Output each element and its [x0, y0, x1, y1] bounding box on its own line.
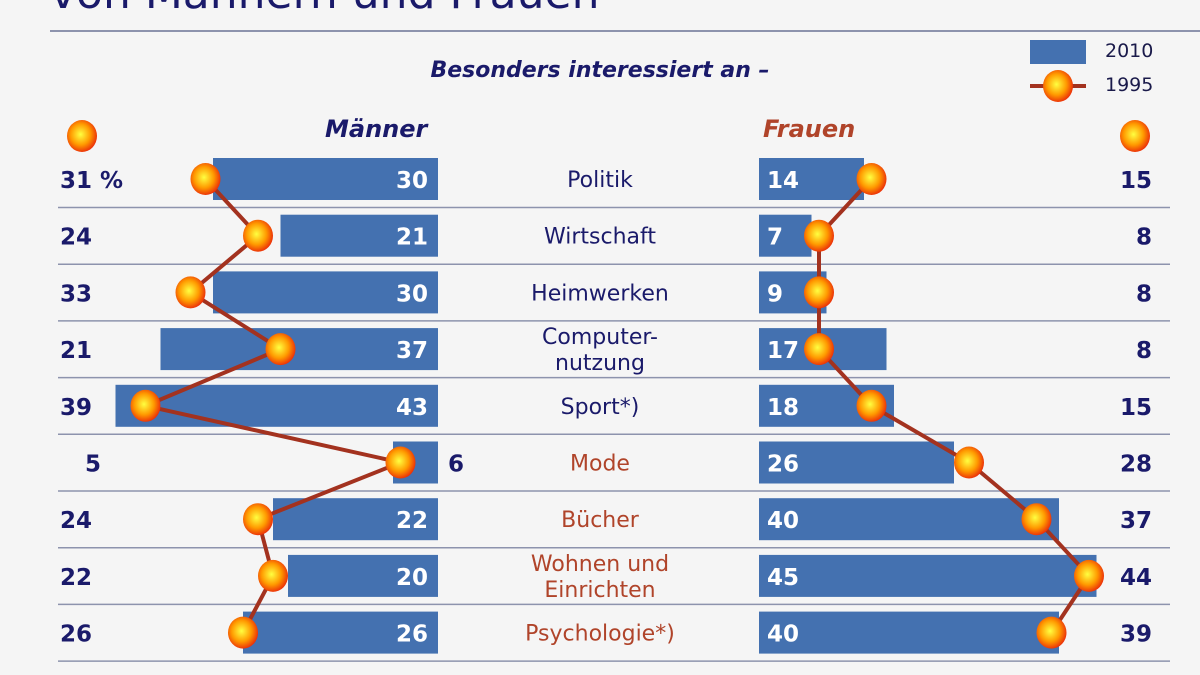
men-value-2010: 22	[396, 508, 428, 534]
category-label: Wirtschaft	[544, 225, 656, 250]
legend-label-2010: 2010	[1105, 40, 1154, 62]
men-1995-marker	[385, 446, 416, 479]
men-value-2010: 30	[396, 281, 428, 307]
women-1995-marker	[954, 446, 984, 479]
women-value-1995: 15	[1120, 395, 1152, 421]
men-value-1995: 5	[85, 452, 101, 478]
women-bar-2010	[759, 554, 1097, 597]
men-value-1995: 39	[60, 395, 92, 421]
chart-title: von Männern und Frauen	[50, 0, 599, 19]
category-label: Computer-nutzung	[542, 325, 658, 376]
women-value-1995: 8	[1136, 225, 1152, 251]
category-label: Mode	[570, 452, 630, 477]
men-bar-2010	[115, 384, 438, 427]
men-1995-marker	[258, 559, 288, 592]
men-value-2010: 26	[396, 622, 428, 648]
women-bar-2010	[759, 611, 1059, 654]
women-value-1995: 39	[1120, 622, 1152, 648]
men-value-2010: 30	[396, 168, 428, 194]
women-value-1995: 15	[1120, 168, 1152, 194]
men-1995-marker	[190, 163, 221, 195]
men-bar-2010	[243, 611, 438, 654]
women-value-2010: 45	[767, 565, 799, 591]
category-label: Psychologie*)	[525, 622, 675, 647]
legend-bar-swatch	[1030, 40, 1086, 64]
men-value-1995: 21	[60, 338, 92, 364]
men-value-1995: 33	[60, 281, 92, 307]
men-bar-2010	[213, 158, 438, 200]
women-bar-2010	[759, 498, 1059, 541]
women-value-1995: 28	[1120, 452, 1152, 478]
men-value-2010: 21	[396, 225, 428, 251]
women-1995-marker	[856, 163, 887, 195]
women-1995-marker	[804, 219, 834, 252]
category-label: Wohnen und Einrichten	[531, 552, 669, 603]
category-label: Bücher	[561, 508, 640, 533]
men-value-1995: 24	[60, 225, 92, 251]
men-1995-marker	[243, 219, 273, 252]
women-value-2010: 26	[767, 452, 799, 478]
women-1995-marker	[804, 276, 834, 309]
men-value-2010: 43	[396, 395, 428, 421]
women-1995-marker	[1074, 559, 1104, 592]
men-1995-marker	[130, 389, 161, 422]
men-bar-2010	[288, 554, 438, 597]
women-value-1995: 44	[1120, 565, 1152, 591]
women-value-1995: 8	[1136, 338, 1152, 364]
category-label: Sport*)	[561, 395, 640, 420]
women-value-2010: 7	[767, 225, 783, 251]
women-value-1995: 8	[1136, 281, 1152, 307]
column-header-men: Männer	[325, 115, 428, 143]
men-value-2010: 20	[396, 565, 428, 591]
women-value-2010: 40	[767, 508, 799, 534]
title-divider	[50, 30, 1200, 32]
men-1995-marker	[243, 503, 273, 536]
women-bar-2010	[759, 158, 864, 200]
header-marker-men	[67, 120, 97, 152]
legend-label-1995: 1995	[1105, 74, 1154, 96]
men-1995-marker	[265, 333, 296, 366]
category-label: Heimwerken	[531, 281, 669, 306]
women-1995-marker	[1036, 616, 1067, 649]
men-bar-2010	[160, 328, 438, 371]
chart-subtitle: Besonders interessiert an –	[430, 58, 770, 83]
women-value-2010: 40	[767, 622, 799, 648]
women-value-2010: 17	[767, 338, 799, 364]
women-bar-2010	[759, 214, 812, 257]
men-bar-2010	[280, 214, 438, 257]
header-marker-women	[1120, 120, 1150, 152]
women-1995-marker	[856, 389, 887, 422]
women-1995-marker	[1021, 503, 1052, 536]
men-value-1995: 26	[60, 622, 92, 648]
men-value-1995: 31 %	[60, 168, 123, 194]
men-1995-marker	[228, 616, 258, 649]
column-header-women: Frauen	[763, 115, 856, 143]
women-value-2010: 9	[767, 281, 783, 307]
women-value-1995: 37	[1120, 508, 1152, 534]
men-bar-2010	[213, 271, 438, 314]
category-label: Politik	[567, 168, 633, 193]
men-value-2010: 37	[396, 338, 428, 364]
women-1995-marker	[804, 333, 834, 366]
men-1995-marker	[175, 276, 206, 309]
men-bar-2010	[273, 498, 438, 541]
women-value-2010: 14	[767, 168, 799, 194]
women-value-2010: 18	[767, 395, 799, 421]
men-value-1995: 24	[60, 508, 92, 534]
men-value-2010: 6	[448, 452, 464, 478]
women-bar-2010	[759, 441, 954, 484]
men-value-1995: 22	[60, 565, 92, 591]
